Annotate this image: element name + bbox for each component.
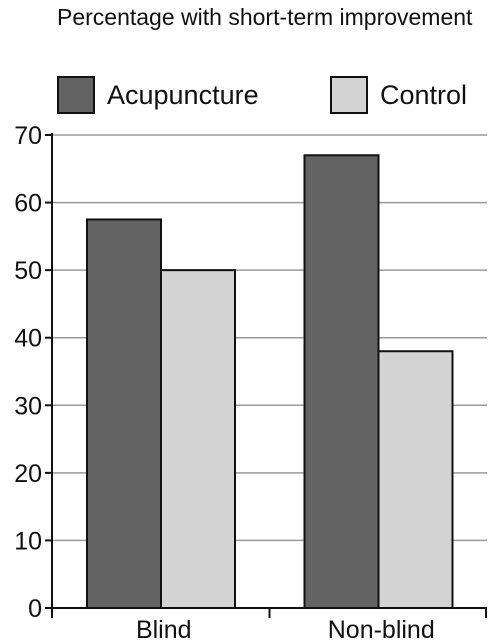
y-tick-label-40: 40 [14,325,42,353]
chart-title: Percentage with short-term improvement [57,4,473,30]
y-tick-label-20: 20 [14,460,42,488]
x-tick-label-non-blind: Non-blind [328,616,435,640]
bar-control-blind [160,269,236,609]
legend-swatch-control [330,76,368,114]
legend-item-acupuncture: Acupuncture [57,75,259,115]
bar-acupuncture-non-blind [303,154,380,609]
legend-label-acupuncture: Acupuncture [107,79,259,110]
y-tick-label-30: 30 [14,392,42,420]
y-tick-label-10: 10 [14,527,42,555]
legend-item-control: Control [330,75,467,115]
legend-label-control: Control [380,79,468,110]
y-tick-label-60: 60 [14,190,42,218]
y-tick-label-0: 0 [28,595,42,623]
bar-control-non-blind [377,350,454,609]
x-tick-label-blind: Blind [136,616,192,640]
y-tick-label-50: 50 [14,257,42,285]
legend-swatch-acupuncture [57,76,95,114]
y-tick-label-70: 70 [14,122,42,150]
bar-acupuncture-blind [86,218,162,609]
